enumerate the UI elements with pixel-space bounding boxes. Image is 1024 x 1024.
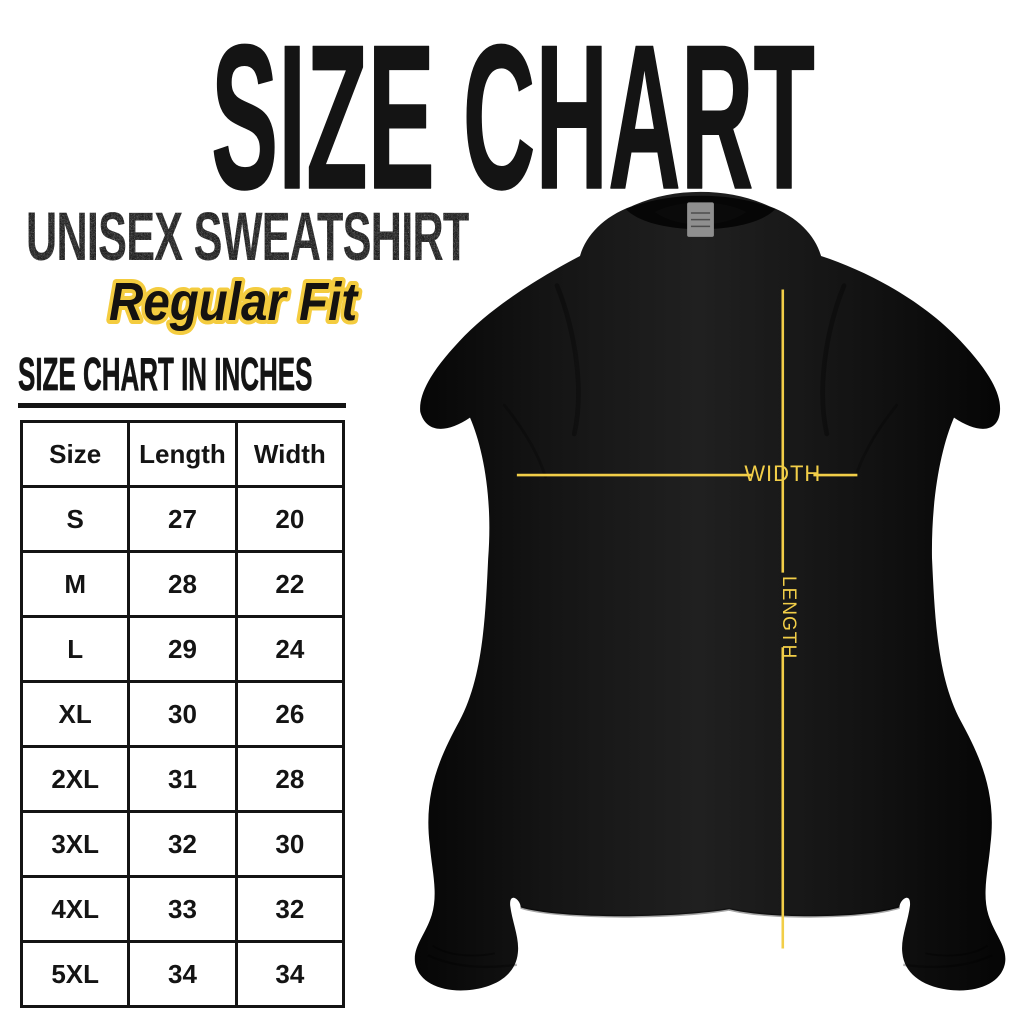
svg-text:SIZE CHART IN INCHES: SIZE CHART IN INCHES xyxy=(18,348,312,400)
svg-text:LENGTH: LENGTH xyxy=(778,576,799,659)
svg-text:Regular Fit: Regular Fit xyxy=(109,271,359,332)
svg-text:WIDTH: WIDTH xyxy=(744,461,821,486)
